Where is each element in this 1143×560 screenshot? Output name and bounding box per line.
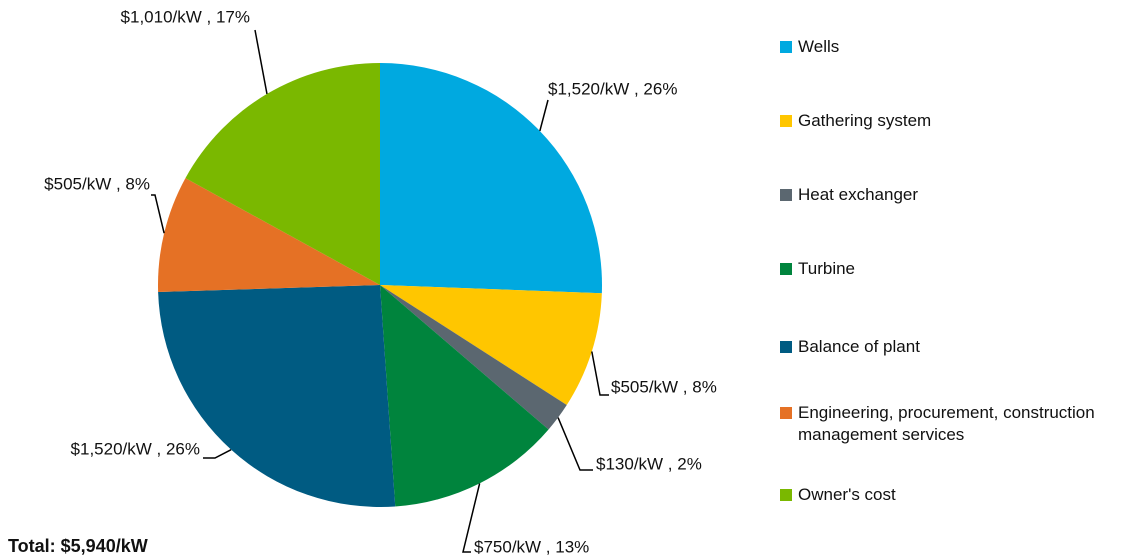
pie-slice [158, 178, 380, 293]
leader-line [462, 483, 481, 553]
pie-slice [158, 285, 396, 507]
leader-line [203, 448, 232, 459]
legend-item: Engineering, procurement, construction m… [780, 402, 1098, 446]
legend-swatch [780, 263, 792, 275]
legend-swatch [780, 41, 792, 53]
legend-swatch [780, 341, 792, 353]
data-label: $1,520/kW , 26% [548, 79, 677, 98]
legend-label: Wells [798, 37, 840, 56]
data-label: $750/kW , 13% [474, 537, 589, 556]
legend-item: Wells [780, 36, 839, 58]
pie-slice [380, 63, 602, 294]
legend-swatch [780, 407, 792, 419]
legend-swatch [780, 189, 792, 201]
leader-line [557, 417, 593, 471]
legend-label: Heat exchanger [798, 185, 919, 204]
pie-slice [380, 285, 602, 406]
leader-line [591, 351, 609, 396]
legend-label: Balance of plant [798, 337, 920, 356]
pie-slice [380, 285, 549, 507]
legend-label: Turbine [798, 259, 856, 278]
pie-slice [185, 63, 380, 285]
legend-item: Owner's cost [780, 484, 896, 506]
leader-line [254, 29, 268, 95]
data-label: $1,010/kW , 17% [121, 7, 250, 26]
data-label: $130/kW , 2% [596, 454, 702, 473]
data-label: $505/kW , 8% [44, 174, 150, 193]
leader-line [151, 194, 165, 234]
total-annotation: Total: $5,940/kW [8, 536, 148, 556]
leader-line [539, 99, 549, 132]
pie-slice [380, 285, 567, 430]
legend-label: Owner's cost [798, 485, 896, 504]
data-label: $1,520/kW , 26% [71, 439, 200, 458]
legend-item: Heat exchanger [780, 184, 918, 206]
legend-item: Balance of plant [780, 336, 920, 358]
legend-label: Gathering system [798, 111, 932, 130]
data-label: $505/kW , 8% [611, 377, 717, 396]
legend-item: Gathering system [780, 110, 931, 132]
legend-swatch [780, 489, 792, 501]
legend-label: Engineering, procurement, construction m… [798, 403, 1095, 444]
legend-swatch [780, 115, 792, 127]
legend-item: Turbine [780, 258, 855, 280]
